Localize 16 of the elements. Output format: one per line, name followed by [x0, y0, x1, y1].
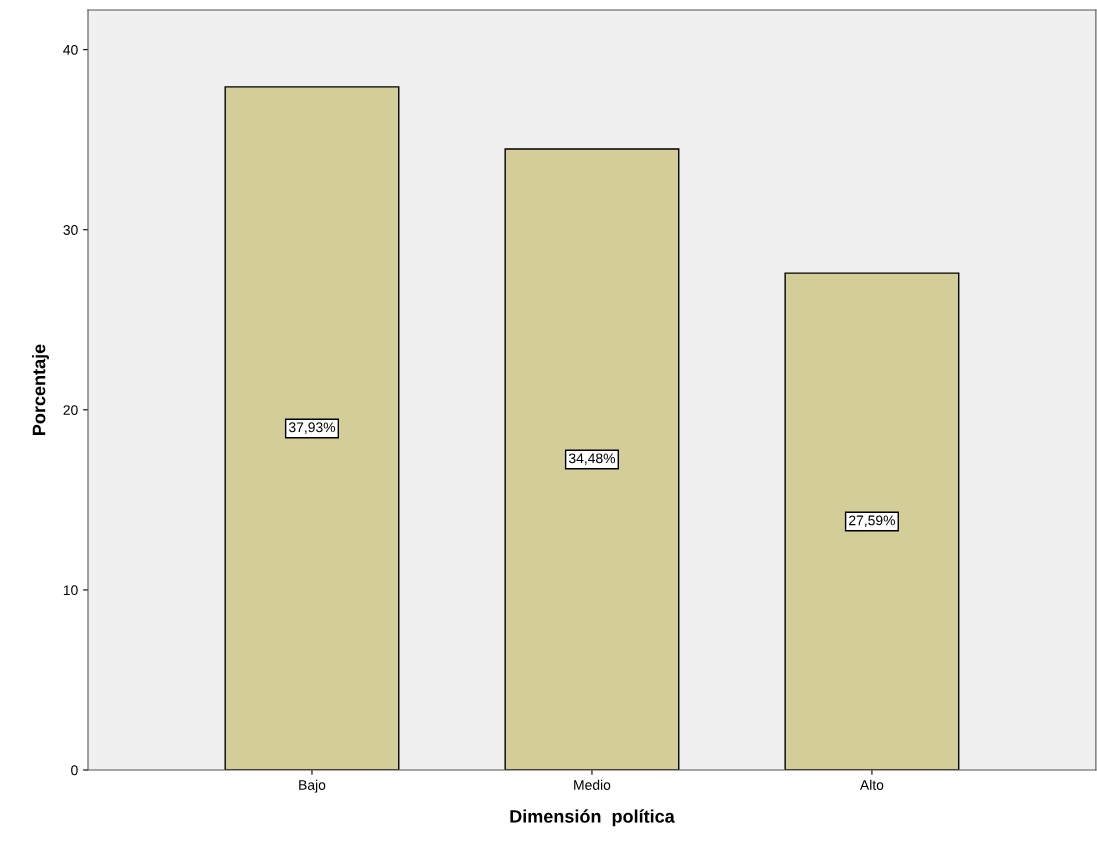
- y-tick-label: 10: [63, 585, 78, 596]
- x-tick-label: Bajo: [299, 779, 326, 793]
- data-label: 37,93%: [288, 422, 336, 434]
- x-axis-title: Dimensión política: [510, 809, 675, 827]
- data-label: 27,59%: [849, 515, 895, 527]
- y-tick-label: 20: [63, 405, 78, 415]
- y-tick-label: 40: [63, 44, 78, 55]
- y-axis-title: Porcentaje: [32, 344, 49, 435]
- bar: [784, 272, 960, 770]
- x-tick-label: Medio: [574, 779, 611, 790]
- data-label: 34,48%: [568, 453, 616, 465]
- y-tick-label: 30: [63, 225, 78, 235]
- y-tick-label: 0: [71, 765, 78, 776]
- bar: [224, 86, 400, 770]
- x-tick-label: Alto: [859, 779, 884, 790]
- bar: [504, 148, 680, 770]
